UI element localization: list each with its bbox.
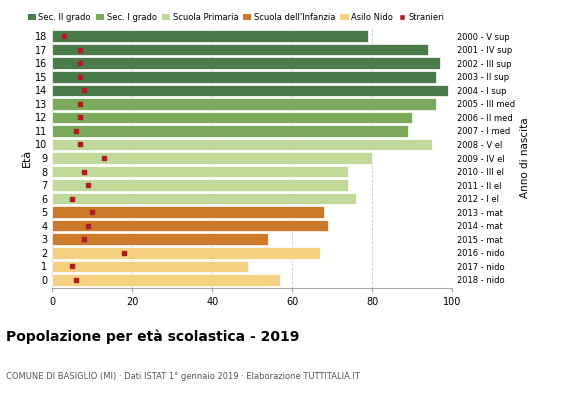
Bar xyxy=(52,247,320,258)
Text: COMUNE DI BASIGLIO (MI) · Dati ISTAT 1° gennaio 2019 · Elaborazione TUTTITALIA.I: COMUNE DI BASIGLIO (MI) · Dati ISTAT 1° … xyxy=(6,372,360,381)
Y-axis label: Anno di nascita: Anno di nascita xyxy=(520,118,530,198)
Bar xyxy=(52,98,436,110)
Bar xyxy=(52,30,368,42)
Bar xyxy=(52,125,408,137)
Text: Popolazione per età scolastica - 2019: Popolazione per età scolastica - 2019 xyxy=(6,330,299,344)
Bar xyxy=(52,139,433,150)
Legend: Sec. II grado, Sec. I grado, Scuola Primaria, Scuola dell'Infanzia, Asilo Nido, : Sec. II grado, Sec. I grado, Scuola Prim… xyxy=(24,10,448,25)
Bar xyxy=(52,112,412,123)
Bar xyxy=(52,206,324,218)
Bar xyxy=(52,166,349,177)
Bar xyxy=(52,179,349,191)
Bar xyxy=(52,220,328,232)
Bar xyxy=(52,260,248,272)
Bar xyxy=(52,71,436,82)
Bar xyxy=(52,152,372,164)
Bar xyxy=(52,274,280,286)
Y-axis label: Età: Età xyxy=(22,149,32,167)
Bar xyxy=(52,234,269,245)
Bar xyxy=(52,84,448,96)
Bar xyxy=(52,193,356,204)
Bar xyxy=(52,58,440,69)
Bar xyxy=(52,44,429,56)
